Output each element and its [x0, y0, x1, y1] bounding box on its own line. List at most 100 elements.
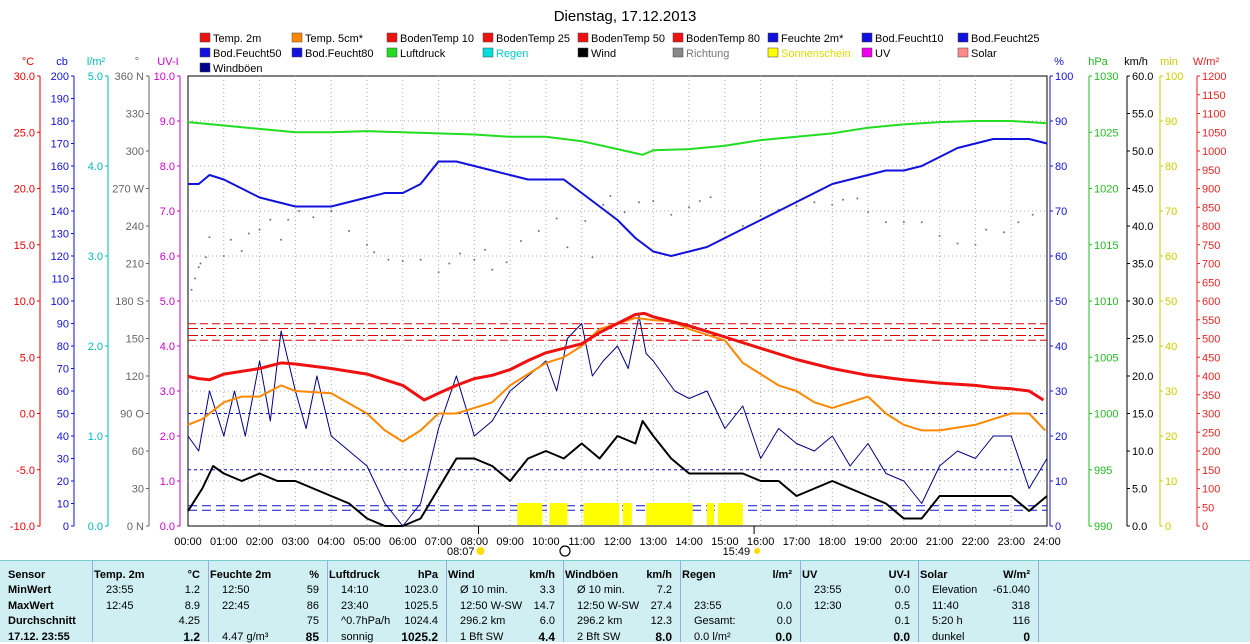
stats-cell-value: 75	[307, 614, 319, 629]
right-axis-unit: %	[1054, 56, 1064, 68]
wind-direction-dot	[1003, 231, 1005, 233]
legend-label: BodenTemp 80	[686, 33, 760, 45]
wind-direction-dot	[366, 244, 368, 246]
legend-swatch	[483, 48, 493, 57]
sunshine-block	[707, 503, 714, 525]
right-axis-tick-label: 5.0	[1132, 484, 1147, 496]
wind-direction-dot	[903, 221, 905, 223]
legend-label: Sonnenschein	[781, 48, 851, 60]
stats-cell-label: 23:40	[341, 599, 369, 614]
left-axis-tick-label: 90	[57, 319, 69, 331]
right-axis-tick-label: 80	[1165, 161, 1177, 173]
stats-cell-label: sonnig	[341, 630, 373, 644]
right-axis-tick-label: 60.0	[1132, 71, 1153, 83]
right-axis-tick-label: 40.0	[1132, 221, 1153, 233]
right-axis-unit: km/h	[1124, 56, 1148, 68]
wind-direction-dot	[856, 198, 858, 200]
right-axis-tick-label: 0	[1055, 521, 1061, 533]
wind-direction-dot	[223, 255, 225, 257]
right-axis-tick-label: 50	[1202, 502, 1214, 514]
stats-cell-label: 0.0 l/m²	[694, 630, 731, 644]
right-axis-unit: W/m²	[1193, 56, 1220, 68]
right-axis-unit: min	[1160, 56, 1178, 68]
left-axis-tick-label: 0.0	[88, 521, 103, 533]
stats-cell-label: Ø 10 min.	[460, 583, 508, 598]
stats-cell-label: 296.2 km	[460, 614, 505, 629]
wind-direction-dot	[602, 204, 604, 206]
stats-unit: UV-I	[889, 568, 910, 583]
right-axis-tick-label: 200	[1202, 446, 1220, 458]
x-tick-label: 12:00	[604, 536, 632, 548]
legend-label: Bod.Feucht50	[213, 48, 282, 60]
right-axis-tick-label: 50	[1055, 296, 1067, 308]
wind-direction-dot	[438, 271, 440, 273]
wind-direction-dot	[287, 219, 289, 221]
left-axis-tick-label: 360 N	[115, 71, 144, 83]
stats-cell-label: 11:40	[932, 599, 959, 614]
stats-cell-value: 0.0	[895, 583, 910, 598]
right-axis-tick-label: 1005	[1094, 352, 1118, 364]
wind-direction-dot	[373, 251, 375, 253]
moon-icon	[560, 546, 570, 556]
stats-cell-label: ^0.7hPa/h	[341, 614, 390, 629]
stats-unit: l/m²	[772, 568, 792, 583]
stats-row-label: MaxWert	[8, 599, 54, 614]
wind-direction-dot	[699, 200, 701, 202]
x-tick-label: 20:00	[890, 536, 918, 548]
stats-cell-value: 8.0	[655, 630, 672, 644]
legend-swatch	[200, 33, 210, 42]
stats-cell-value: 0.0	[775, 630, 792, 644]
stats-cell-value: 8.9	[185, 599, 200, 614]
wind-direction-dot	[241, 250, 243, 252]
left-axis-tick-label: 7.0	[160, 206, 175, 218]
left-axis-tick-label: 5.0	[88, 71, 103, 83]
stats-cell-label: 1 Bft SW	[460, 630, 503, 644]
legend-label: Bod.Feucht25	[971, 33, 1040, 45]
left-axis-unit: cb	[56, 56, 68, 68]
right-axis-tick-label: 0	[1165, 521, 1171, 533]
right-axis-tick-label: 100	[1165, 71, 1183, 83]
wind-direction-dot	[208, 236, 210, 238]
right-axis-tick-label: 750	[1202, 240, 1220, 252]
right-axis-tick-label: 1000	[1202, 146, 1226, 158]
right-axis-tick-label: 650	[1202, 277, 1220, 289]
right-axis-tick-label: 20	[1055, 431, 1067, 443]
wind-direction-dot	[230, 239, 232, 241]
left-axis-tick-label: 2.0	[160, 431, 175, 443]
left-axis-tick-label: 0 N	[127, 521, 144, 533]
wind-direction-dot	[402, 260, 404, 262]
stats-cell-value: 3.3	[540, 583, 555, 598]
stats-cell-value: 0.0	[777, 614, 792, 629]
left-axis-tick-label: 180 S	[115, 296, 144, 308]
left-axis-tick-label: 3.0	[160, 386, 175, 398]
left-axis-tick-label: 60	[132, 446, 144, 458]
left-axis-tick-label: 10.0	[154, 71, 175, 83]
right-axis-tick-label: 990	[1094, 521, 1112, 533]
right-axis-tick-label: 1020	[1094, 184, 1118, 196]
stats-unit: km/h	[529, 568, 555, 583]
right-axis-tick-label: 55.0	[1132, 109, 1153, 121]
stats-row-label: 17.12. 23:55	[8, 630, 70, 644]
legend-label: BodenTemp 50	[591, 33, 665, 45]
wind-direction-dot	[939, 235, 941, 237]
right-axis-tick-label: 40	[1055, 341, 1067, 353]
left-axis-tick-label: 30	[132, 484, 144, 496]
stats-header: Regen	[682, 568, 716, 583]
right-axis-tick-label: 850	[1202, 202, 1220, 214]
right-axis-tick-label: 500	[1202, 334, 1220, 346]
legend-label: BodenTemp 10	[400, 33, 474, 45]
stats-cell-label: Gesamt:	[694, 614, 736, 629]
wind-direction-dot	[387, 259, 389, 261]
x-tick-label: 22:00	[962, 536, 990, 548]
left-axis-tick-label: 15.0	[14, 240, 35, 252]
left-axis-tick-label: 140	[51, 206, 69, 218]
left-axis-unit: °	[135, 56, 139, 68]
legend-swatch	[578, 48, 588, 57]
left-axis-tick-label: 3.0	[88, 251, 103, 263]
left-axis-tick-label: 120	[126, 371, 144, 383]
left-axis-tick-label: 2.0	[88, 341, 103, 353]
x-tick-label: 19:00	[854, 536, 882, 548]
legend-swatch	[578, 33, 588, 42]
